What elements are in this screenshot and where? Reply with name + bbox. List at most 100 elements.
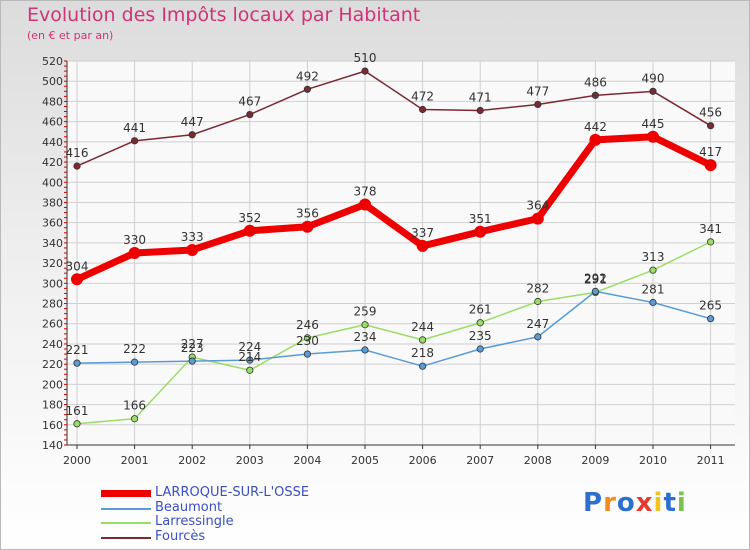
data-label: 246 xyxy=(296,318,319,332)
data-label: 244 xyxy=(411,320,434,334)
data-point xyxy=(649,298,657,307)
data-point xyxy=(186,243,199,256)
data-label: 510 xyxy=(354,51,377,65)
data-label: 490 xyxy=(642,71,665,85)
data-point xyxy=(361,67,369,75)
logo-letter: i xyxy=(676,488,687,518)
data-point xyxy=(73,359,81,367)
series-line xyxy=(76,241,712,425)
data-label: 223 xyxy=(181,341,204,355)
y-tick-label: 280 xyxy=(42,298,63,311)
data-point xyxy=(649,87,657,95)
y-tick-label: 400 xyxy=(42,176,63,189)
data-point xyxy=(416,239,429,252)
data-point xyxy=(476,106,484,115)
legend-label-beaumont: Beaumont xyxy=(155,500,223,515)
data-label: 304 xyxy=(66,259,89,273)
data-point xyxy=(188,357,196,365)
legend-label-larressingle: Larressingle xyxy=(155,514,234,529)
logo-letter: x xyxy=(635,488,654,518)
data-point xyxy=(589,133,602,146)
data-point xyxy=(359,198,371,211)
series-line xyxy=(76,70,712,167)
data-point xyxy=(418,336,427,344)
data-label: 447 xyxy=(181,115,204,129)
y-tick-label: 500 xyxy=(42,75,63,88)
data-point xyxy=(361,321,369,329)
data-label: 221 xyxy=(66,343,89,357)
data-point xyxy=(706,315,715,323)
x-tick-label: 2010 xyxy=(639,454,667,467)
y-tick-label: 260 xyxy=(42,318,63,331)
legend-label-fources: Fourcès xyxy=(155,529,206,544)
y-tick-label: 420 xyxy=(42,156,63,169)
y-tick-label: 320 xyxy=(42,257,63,270)
x-tick-label: 2011 xyxy=(697,454,725,467)
data-label: 486 xyxy=(584,75,607,89)
chart-title: Evolution des Impôts locaux par Habitant xyxy=(27,4,421,26)
data-label: 291 xyxy=(584,272,607,286)
data-point xyxy=(246,110,254,119)
data-point xyxy=(418,105,427,114)
data-label: 378 xyxy=(354,184,377,198)
data-point xyxy=(534,297,542,306)
data-label: 214 xyxy=(238,350,261,364)
data-label: 456 xyxy=(699,106,722,120)
y-tick-label: 180 xyxy=(42,399,63,412)
y-tick-label: 220 xyxy=(42,358,63,371)
series-line xyxy=(76,290,712,367)
y-tick-label: 300 xyxy=(42,277,63,290)
logo-letter: o xyxy=(616,488,636,518)
x-tick-label: 2007 xyxy=(466,454,494,467)
data-label: 161 xyxy=(66,404,89,418)
x-tick-label: 2009 xyxy=(581,454,609,467)
data-point xyxy=(706,238,715,246)
data-label: 281 xyxy=(642,283,665,297)
logo-letter: r xyxy=(603,488,617,518)
data-point xyxy=(303,334,311,342)
data-point xyxy=(301,220,314,233)
data-label: 282 xyxy=(526,282,549,296)
data-point xyxy=(418,362,427,370)
legend-swatch-larroque xyxy=(101,490,151,497)
y-tick-label: 360 xyxy=(42,217,63,230)
data-label: 356 xyxy=(296,207,319,221)
proxiti-logo: Proxiti xyxy=(583,488,687,518)
y-tick-label: 140 xyxy=(42,439,63,452)
y-tick-label: 160 xyxy=(42,419,63,432)
data-label: 313 xyxy=(642,250,665,264)
data-point xyxy=(243,224,256,237)
data-label: 247 xyxy=(526,317,549,331)
data-point xyxy=(73,420,81,428)
y-tick-label: 460 xyxy=(42,116,63,129)
data-label: 341 xyxy=(699,222,722,236)
legend-swatch-fources xyxy=(101,537,151,539)
data-point xyxy=(361,346,369,354)
data-label: 218 xyxy=(411,346,434,360)
legend-label-larroque: LARROQUE-SUR-L'OSSE xyxy=(155,485,310,500)
x-tick-label: 2005 xyxy=(351,454,379,467)
data-point xyxy=(706,122,715,130)
data-point xyxy=(534,100,542,109)
data-label: 222 xyxy=(123,342,146,356)
x-tick-label: 2004 xyxy=(293,454,321,467)
data-label: 337 xyxy=(411,226,434,240)
data-label: 416 xyxy=(66,146,89,160)
data-label: 227 xyxy=(181,337,204,351)
data-point xyxy=(246,356,254,364)
data-label: 471 xyxy=(469,91,492,105)
data-label: 441 xyxy=(123,121,146,135)
data-label: 417 xyxy=(699,145,722,159)
y-tick-label: 520 xyxy=(42,55,63,68)
data-label: 364 xyxy=(526,199,549,213)
data-label: 445 xyxy=(642,117,665,131)
data-point xyxy=(476,319,484,327)
data-point xyxy=(188,131,196,139)
data-point xyxy=(591,91,600,99)
data-point xyxy=(246,366,254,374)
data-label: 261 xyxy=(469,303,492,317)
data-point xyxy=(649,266,657,274)
data-label: 472 xyxy=(411,90,434,104)
data-label: 352 xyxy=(238,211,261,225)
